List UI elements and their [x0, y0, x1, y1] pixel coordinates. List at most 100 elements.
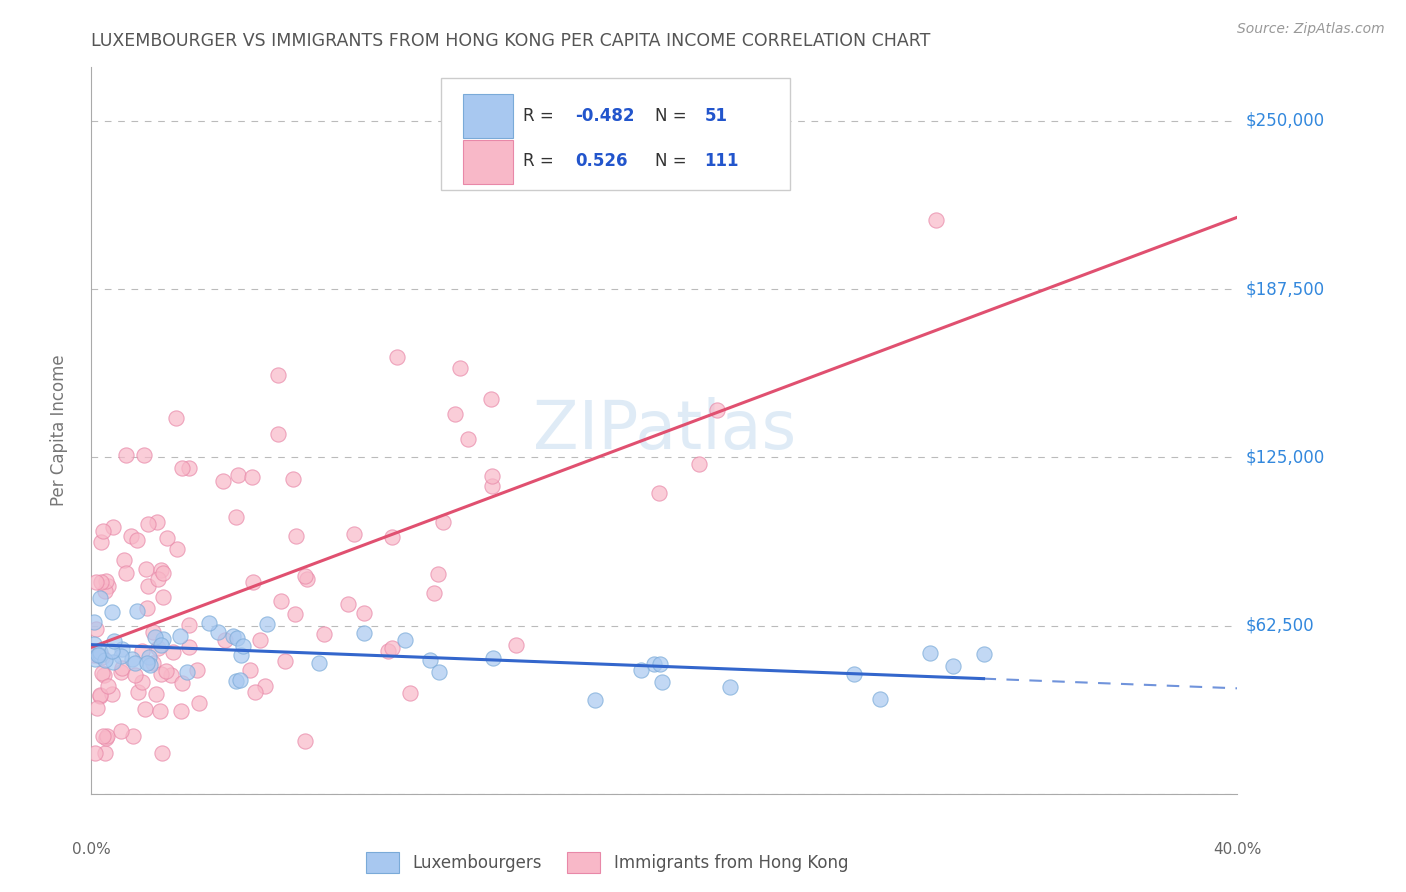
Point [481, 469, 503, 483]
Point [166, 542, 188, 557]
Point [94, 653, 117, 667]
Point [222, 629, 245, 643]
Point [198, 616, 221, 631]
Point [86, 574, 108, 589]
Point [83, 615, 105, 630]
Point [156, 531, 179, 545]
Point [93, 524, 115, 538]
Point [179, 618, 201, 632]
Point [165, 411, 187, 425]
Text: 111: 111 [704, 153, 740, 170]
Point [124, 667, 146, 681]
Text: ZIPatlas: ZIPatlas [533, 398, 796, 463]
Point [149, 705, 172, 719]
Point [136, 656, 159, 670]
Point [718, 680, 741, 694]
Point [343, 527, 366, 541]
Point [398, 686, 420, 700]
Point [479, 392, 502, 406]
Point [103, 520, 125, 534]
Text: $187,500: $187,500 [1246, 280, 1324, 298]
Point [481, 651, 503, 665]
Point [152, 566, 174, 580]
Point [294, 734, 316, 748]
Text: $62,500: $62,500 [1246, 616, 1315, 634]
Point [134, 702, 156, 716]
Point [243, 684, 266, 698]
Point [444, 408, 467, 422]
Point [160, 668, 183, 682]
Point [651, 674, 673, 689]
Point [225, 509, 247, 524]
Text: LUXEMBOURGER VS IMMIGRANTS FROM HONG KONG PER CAPITA INCOME CORRELATION CHART: LUXEMBOURGER VS IMMIGRANTS FROM HONG KON… [91, 32, 931, 50]
Point [142, 656, 165, 670]
Point [179, 640, 201, 655]
Text: R =: R = [523, 153, 560, 170]
Point [97, 680, 120, 694]
Point [214, 633, 236, 648]
Point [91, 665, 114, 680]
Point [381, 640, 404, 655]
Point [706, 403, 728, 417]
Point [89, 648, 111, 663]
Point [138, 649, 160, 664]
Point [84, 622, 107, 636]
Point [146, 515, 169, 529]
Point [145, 687, 167, 701]
Point [232, 639, 254, 653]
FancyBboxPatch shape [463, 140, 513, 184]
Point [249, 632, 271, 647]
Point [285, 529, 308, 543]
Point [426, 566, 449, 581]
Point [648, 485, 671, 500]
Point [432, 516, 454, 530]
Point [643, 657, 665, 672]
Point [152, 590, 174, 604]
Point [226, 632, 249, 646]
Point [240, 470, 263, 484]
Point [94, 584, 117, 599]
Point [630, 663, 652, 677]
Point [114, 553, 136, 567]
Point [688, 458, 710, 472]
Point [83, 637, 105, 651]
Point [172, 676, 194, 690]
Point [110, 665, 132, 679]
Point [648, 657, 671, 671]
Point [89, 645, 111, 659]
Point [422, 586, 444, 600]
Text: 51: 51 [704, 107, 727, 125]
Point [122, 729, 145, 743]
Point [146, 572, 169, 586]
Point [925, 213, 948, 227]
Point [505, 638, 527, 652]
Point [103, 634, 125, 648]
Point [228, 673, 250, 687]
Text: 0.526: 0.526 [575, 153, 627, 170]
Point [89, 688, 111, 702]
Point [314, 627, 336, 641]
Point [583, 693, 606, 707]
Point [120, 529, 142, 543]
Point [842, 667, 865, 681]
Point [481, 479, 503, 493]
Point [90, 649, 112, 664]
Point [267, 368, 290, 382]
Text: N =: N = [655, 153, 692, 170]
Point [90, 574, 112, 589]
Point [114, 566, 136, 580]
Point [131, 644, 153, 658]
Point [138, 516, 160, 531]
Point [449, 361, 471, 376]
Point [177, 461, 200, 475]
Point [267, 427, 290, 442]
Point [385, 351, 408, 365]
Point [131, 675, 153, 690]
Point [101, 655, 124, 669]
Text: 0.0%: 0.0% [72, 842, 111, 857]
Point [225, 674, 247, 689]
FancyBboxPatch shape [441, 78, 790, 191]
Point [89, 689, 111, 703]
Text: $250,000: $250,000 [1246, 112, 1324, 129]
Point [96, 730, 118, 744]
